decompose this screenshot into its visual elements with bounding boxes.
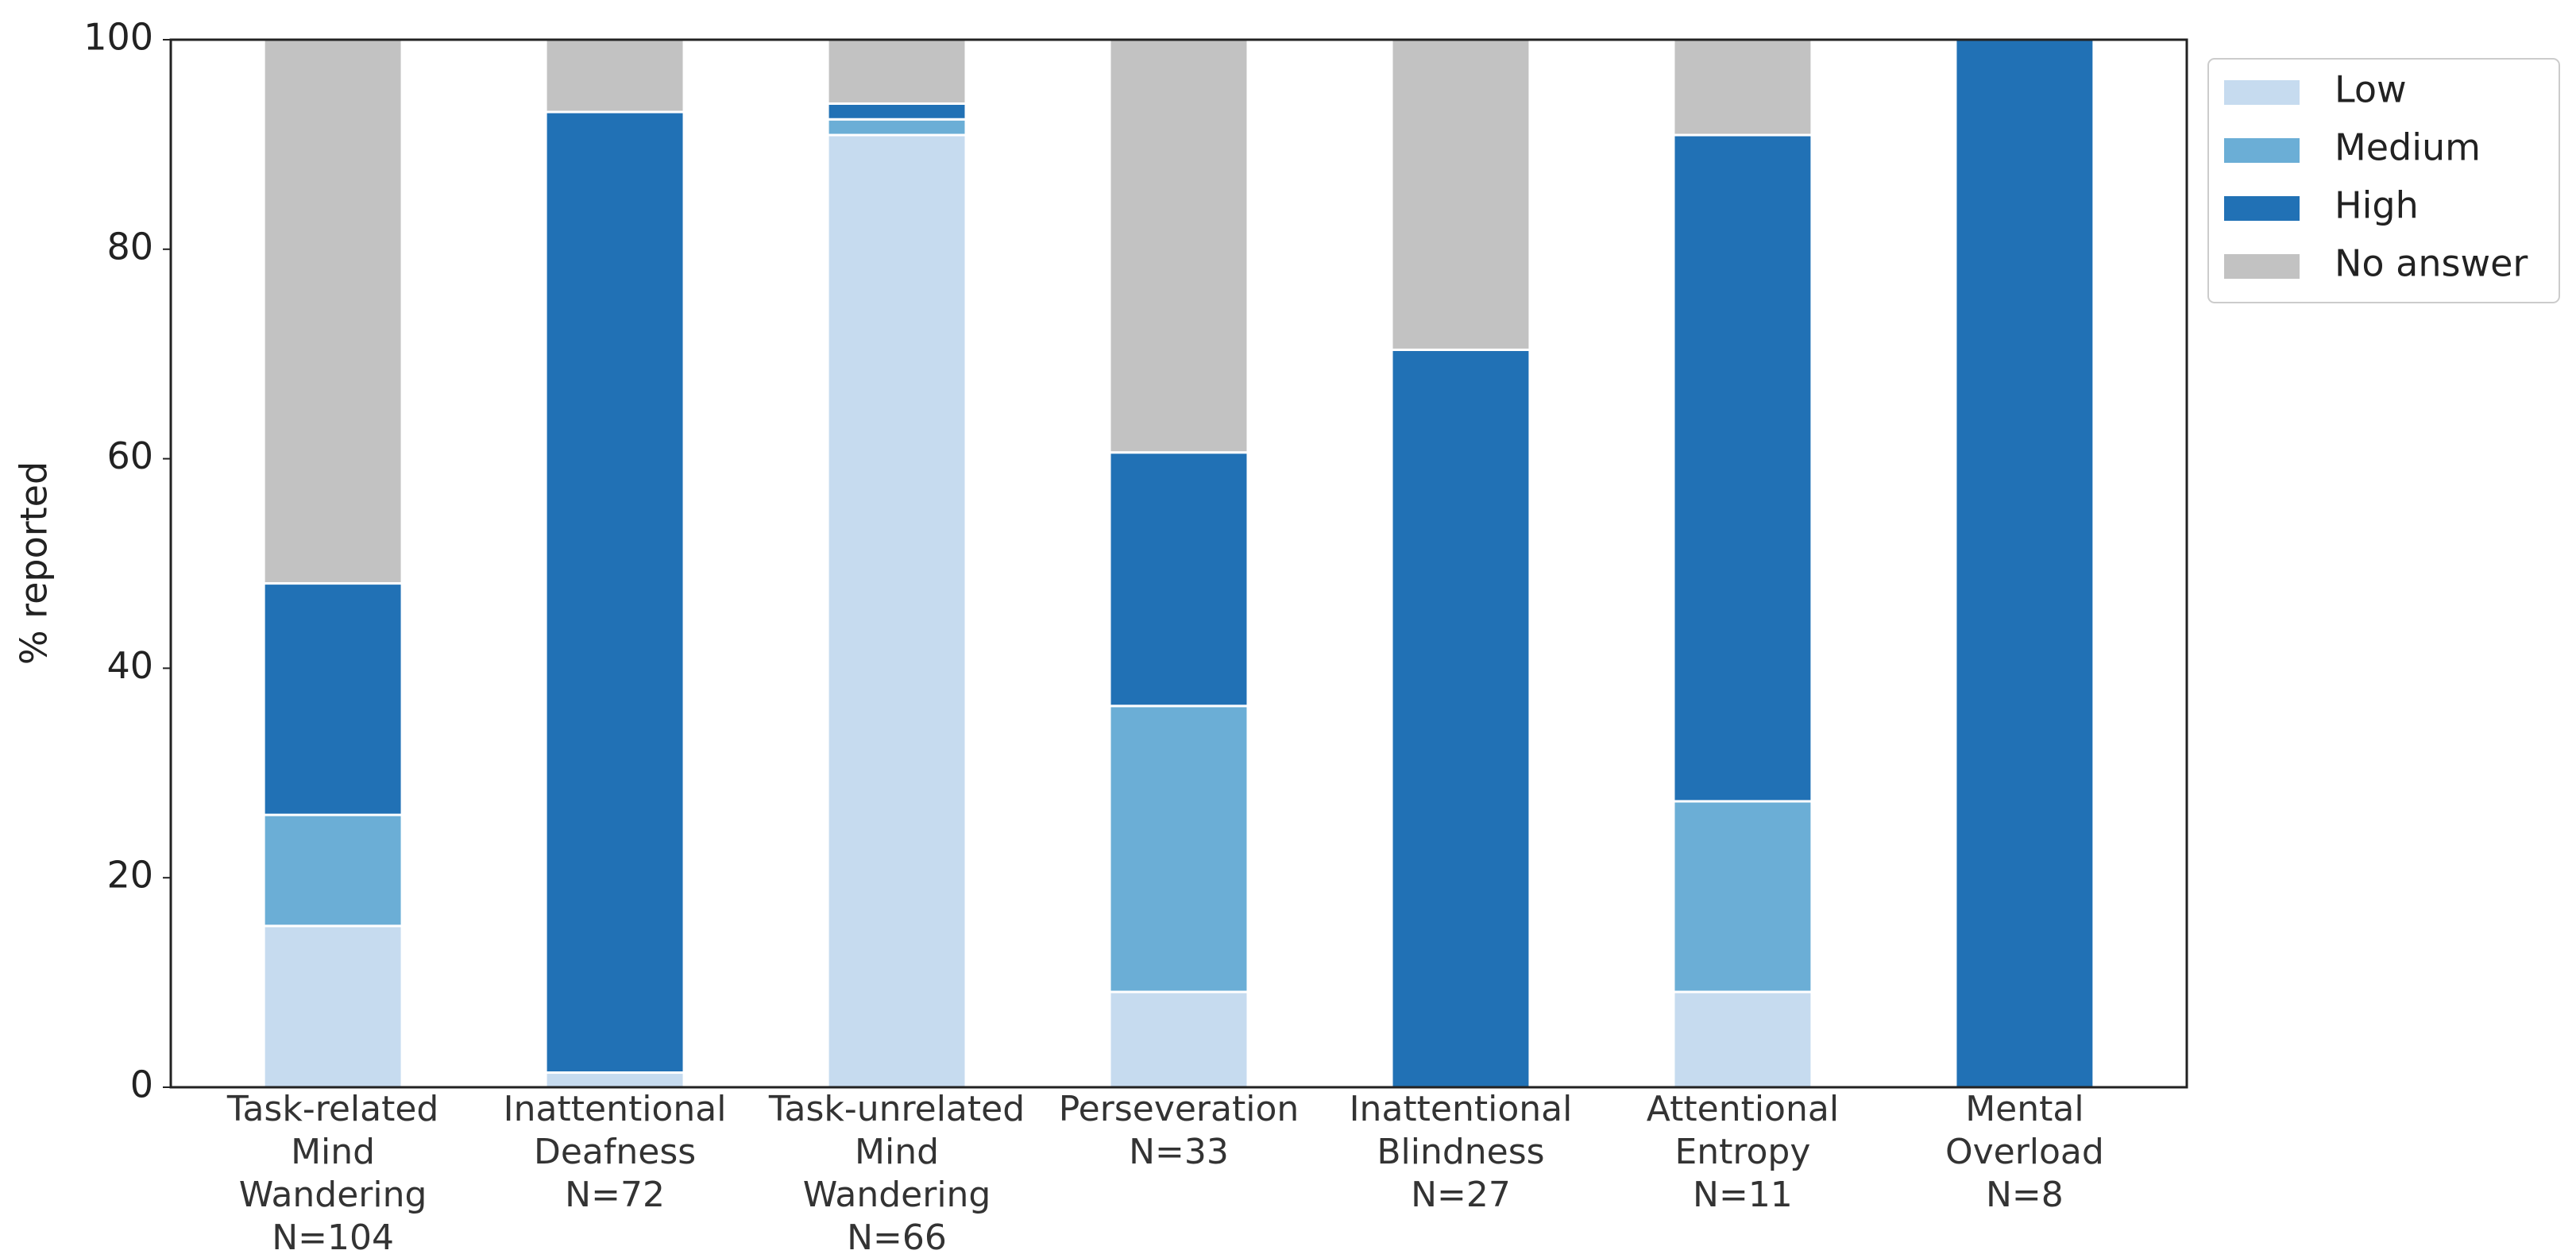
y-tick-label: 20 bbox=[106, 854, 153, 897]
bar-segment bbox=[262, 924, 404, 1089]
y-axis-label: % reported bbox=[13, 461, 56, 665]
x-tick-label-line: N=66 bbox=[847, 1217, 947, 1258]
legend-swatch bbox=[2224, 196, 2300, 221]
x-tick-label-line: N=104 bbox=[272, 1217, 394, 1258]
y-tick-label: 0 bbox=[130, 1063, 153, 1106]
x-tick-label: Task-unrelated Mind Wandering N=66 bbox=[768, 1089, 1025, 1258]
x-tick-label-line: Task-related bbox=[226, 1089, 438, 1129]
bar-segment bbox=[1672, 800, 1813, 994]
bar-segment bbox=[544, 1071, 686, 1089]
x-tick-label-line: Mind bbox=[855, 1132, 939, 1172]
y-tick-label: 100 bbox=[83, 16, 153, 59]
x-tick-label-line: Blindness bbox=[1377, 1132, 1544, 1172]
x-tick-label: Inattentional Deafness N=72 bbox=[504, 1089, 727, 1215]
bar-segment bbox=[826, 38, 967, 105]
bar-segment bbox=[826, 102, 967, 121]
x-tick-label-line: Overload bbox=[1945, 1132, 2104, 1172]
bar-segment bbox=[1672, 990, 1813, 1089]
plot-frame bbox=[169, 38, 2188, 1089]
x-tick-label-line: Inattentional bbox=[1350, 1089, 1573, 1129]
bar-segment bbox=[1954, 38, 2095, 1089]
x-tick-label-line: Task-unrelated bbox=[768, 1089, 1025, 1129]
legend-label: No answer bbox=[2335, 242, 2528, 285]
y-tick-label: 40 bbox=[106, 644, 153, 687]
x-tick-label-line: Attentional bbox=[1647, 1089, 1839, 1129]
x-tick-label-line: Entropy bbox=[1674, 1132, 1810, 1172]
bar-segment bbox=[1108, 451, 1249, 708]
bar-segment bbox=[1108, 38, 1249, 454]
y-tick-label: 60 bbox=[106, 434, 153, 477]
x-tick-label-line: Wandering bbox=[803, 1175, 991, 1215]
y-tick-label: 80 bbox=[106, 225, 153, 268]
x-tick-label: Task-related Mind Wandering N=104 bbox=[226, 1089, 438, 1258]
legend-swatch bbox=[2224, 80, 2300, 105]
x-tick-label-line: N=27 bbox=[1411, 1175, 1511, 1215]
x-tick-label: Attentional Entropy N=11 bbox=[1647, 1089, 1839, 1215]
bar-segment bbox=[262, 813, 404, 928]
bar-segment bbox=[1390, 38, 1531, 351]
legend-swatch bbox=[2224, 254, 2300, 279]
x-tick-label-line: Perseveration bbox=[1059, 1089, 1300, 1129]
x-tick-label-line: Wandering bbox=[239, 1175, 427, 1215]
bar-segment bbox=[1108, 704, 1249, 994]
bar-segment bbox=[826, 118, 967, 137]
legend-label: Low bbox=[2335, 68, 2407, 111]
x-tick-label-line: N=72 bbox=[565, 1175, 665, 1215]
x-tick-label: Inattentional Blindness N=27 bbox=[1350, 1089, 1573, 1215]
x-tick-label-line: N=11 bbox=[1693, 1175, 1793, 1215]
legend-label: High bbox=[2335, 184, 2419, 227]
x-tick-label-line: N=8 bbox=[1986, 1175, 2064, 1215]
bar-segment bbox=[826, 133, 967, 1089]
x-tick-label-line: Mind bbox=[291, 1132, 375, 1172]
x-tick-label-line: Deafness bbox=[534, 1132, 696, 1172]
bar-segment bbox=[262, 38, 404, 585]
bar-segment bbox=[544, 110, 686, 1075]
legend-label: Medium bbox=[2335, 126, 2481, 169]
bar-segment bbox=[1672, 133, 1813, 803]
x-tick-label: Perseveration N=33 bbox=[1059, 1089, 1300, 1172]
bar-segment bbox=[1390, 348, 1531, 1089]
bar-segment bbox=[1108, 990, 1249, 1089]
x-tick-label-line: Mental bbox=[1965, 1089, 2084, 1129]
bar-segment bbox=[1672, 38, 1813, 137]
bar-segment bbox=[262, 582, 404, 816]
x-tick-label-line: N=33 bbox=[1129, 1132, 1229, 1172]
x-tick-label: Mental Overload N=8 bbox=[1945, 1089, 2104, 1215]
legend-swatch bbox=[2224, 138, 2300, 163]
legend-box bbox=[2207, 58, 2560, 303]
x-tick-label-line: Inattentional bbox=[504, 1089, 727, 1129]
bar-segment bbox=[544, 38, 686, 114]
